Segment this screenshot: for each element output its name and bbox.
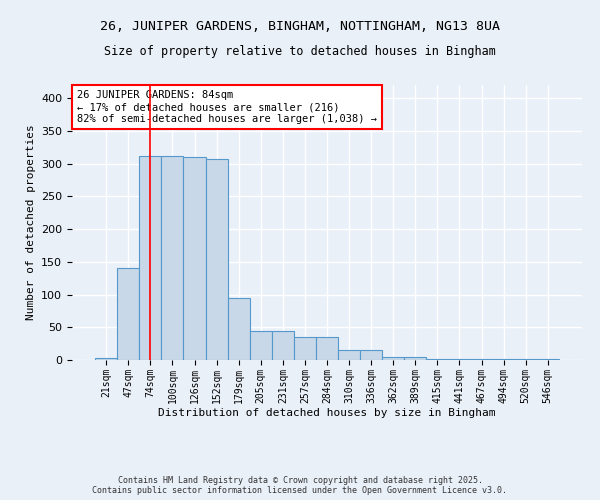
Bar	[161, 156, 184, 360]
Bar	[537, 358, 559, 360]
Bar	[95, 358, 117, 360]
Text: 26, JUNIPER GARDENS, BINGHAM, NOTTINGHAM, NG13 8UA: 26, JUNIPER GARDENS, BINGHAM, NOTTINGHAM…	[100, 20, 500, 33]
Bar	[117, 268, 139, 360]
Bar	[404, 356, 427, 360]
Y-axis label: Number of detached properties: Number of detached properties	[26, 124, 35, 320]
Bar	[250, 330, 272, 360]
Bar	[316, 337, 338, 360]
Text: Size of property relative to detached houses in Bingham: Size of property relative to detached ho…	[104, 45, 496, 58]
Bar	[139, 156, 161, 360]
Bar	[360, 350, 382, 360]
Bar	[382, 356, 404, 360]
Bar	[294, 337, 316, 360]
Bar	[272, 330, 294, 360]
Bar	[338, 350, 360, 360]
Bar	[227, 298, 250, 360]
Text: Contains HM Land Registry data © Crown copyright and database right 2025.
Contai: Contains HM Land Registry data © Crown c…	[92, 476, 508, 495]
Bar	[206, 159, 227, 360]
Text: 26 JUNIPER GARDENS: 84sqm
← 17% of detached houses are smaller (216)
82% of semi: 26 JUNIPER GARDENS: 84sqm ← 17% of detac…	[77, 90, 377, 124]
X-axis label: Distribution of detached houses by size in Bingham: Distribution of detached houses by size …	[158, 408, 496, 418]
Bar	[184, 157, 206, 360]
